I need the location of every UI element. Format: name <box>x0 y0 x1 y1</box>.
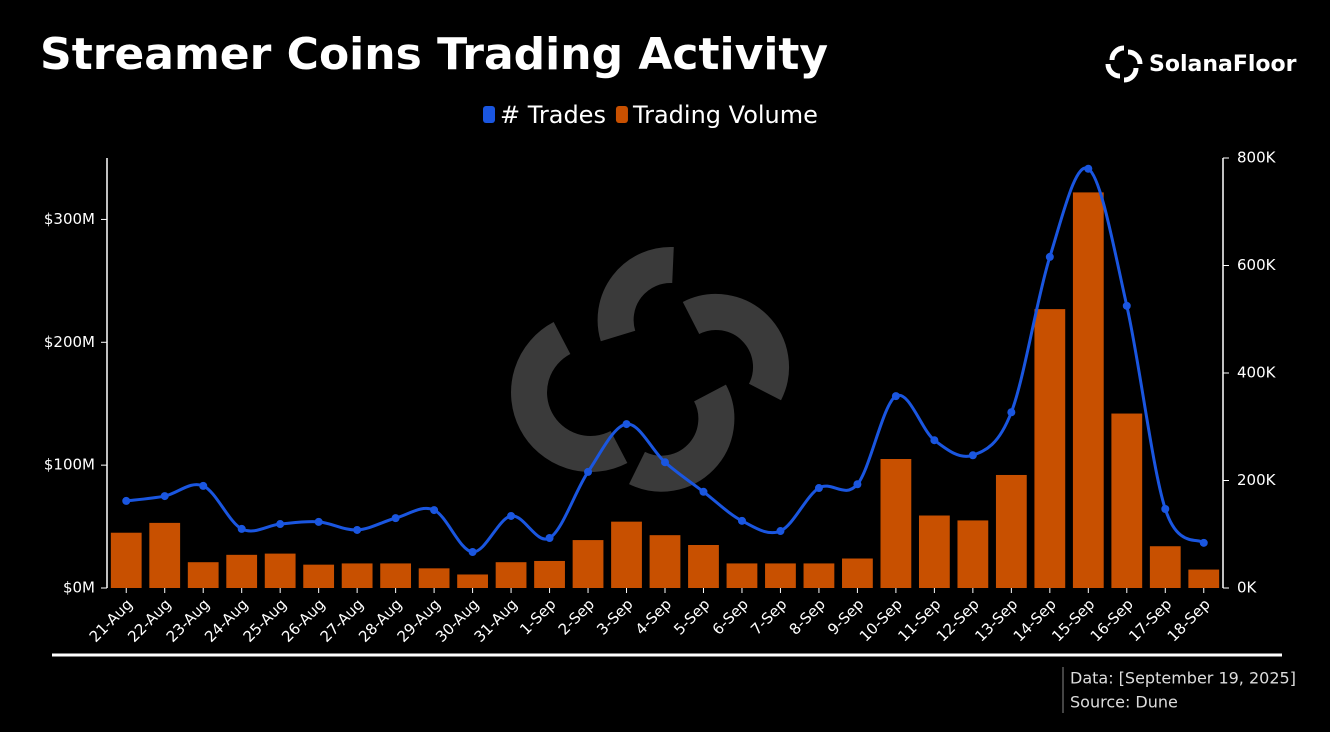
bar <box>264 553 296 588</box>
bar <box>1188 569 1220 588</box>
bar <box>303 564 335 588</box>
bar <box>765 563 796 588</box>
trades-point <box>661 458 669 467</box>
trades-point <box>622 420 631 429</box>
bar <box>1072 192 1104 588</box>
bar <box>1149 546 1181 588</box>
trades-point <box>1199 538 1208 547</box>
trades-point <box>237 524 246 533</box>
trades-point <box>430 506 439 515</box>
y-tick-label: $300M <box>44 210 95 228</box>
bar <box>572 540 604 588</box>
bar <box>110 532 142 588</box>
bar <box>226 554 258 588</box>
y2-tick-label: 600K <box>1237 256 1277 274</box>
legend-label: # Trades <box>500 101 606 129</box>
trades-point <box>584 467 593 476</box>
trades-point <box>1007 408 1016 417</box>
trades-point <box>1161 504 1170 513</box>
bar <box>880 459 912 588</box>
trades-point <box>968 451 977 460</box>
trades-point <box>853 480 862 489</box>
bar <box>688 545 719 588</box>
watermark <box>511 246 789 492</box>
bar <box>341 563 373 588</box>
legend-swatch <box>615 106 628 123</box>
source-note: Source: Dune <box>1070 693 1178 712</box>
bar <box>187 562 219 588</box>
y-tick-label: $100M <box>44 456 95 474</box>
trades-point <box>353 525 362 534</box>
trades-point <box>737 516 746 525</box>
y2-tick-label: 0K <box>1237 579 1258 597</box>
bar <box>149 522 181 588</box>
trades-point <box>122 496 131 505</box>
bar <box>380 563 412 588</box>
bar <box>495 562 527 588</box>
bar <box>842 558 873 588</box>
trades-point <box>930 436 939 445</box>
trades-point <box>891 392 900 401</box>
bar <box>803 563 835 588</box>
y2-tick-label: 800K <box>1237 149 1277 167</box>
bar <box>649 535 681 588</box>
chart-title: Streamer Coins Trading Activity <box>40 29 828 80</box>
bar <box>418 568 450 588</box>
legend-label: Trading Volume <box>632 101 818 129</box>
trades-point <box>545 534 554 543</box>
trades-point <box>776 527 785 536</box>
trades-point <box>314 517 323 526</box>
trades-point <box>199 481 208 490</box>
legend-swatch <box>483 106 495 123</box>
y2-tick-label: 400K <box>1237 364 1277 382</box>
trades-point <box>391 514 400 523</box>
bar <box>1034 309 1066 588</box>
trades-point <box>1045 252 1054 261</box>
bar <box>534 560 565 588</box>
bar <box>726 563 758 588</box>
bar <box>957 520 989 588</box>
brand: SolanaFloor <box>1149 52 1297 77</box>
bar <box>611 521 642 588</box>
y-tick-label: $0M <box>63 579 95 597</box>
trades-point <box>160 492 169 501</box>
bar <box>457 574 488 588</box>
trades-point <box>699 487 708 496</box>
y-tick-label: $200M <box>44 333 95 351</box>
brand-logo <box>1105 45 1143 83</box>
bar <box>918 515 950 588</box>
trades-point <box>1084 164 1093 173</box>
trades-point <box>814 484 823 493</box>
y2-tick-label: 200K <box>1237 471 1277 489</box>
data-note: Data: [September 19, 2025] <box>1070 669 1296 688</box>
trades-point <box>276 520 285 529</box>
bar <box>1111 413 1143 588</box>
trades-point <box>507 511 516 520</box>
trades-point <box>468 547 477 556</box>
bar <box>995 474 1027 588</box>
trades-point <box>1122 301 1131 310</box>
